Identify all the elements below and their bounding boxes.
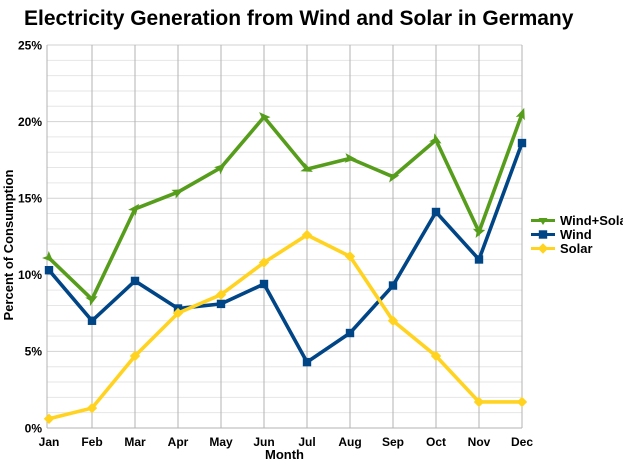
data-point-wind-solar bbox=[214, 163, 226, 175]
y-tick-label: 25% bbox=[18, 38, 42, 52]
data-point-wind bbox=[87, 316, 97, 325]
legend-label: Wind+Solar bbox=[560, 212, 623, 228]
legend-square-marker-icon bbox=[531, 229, 555, 239]
data-point-wind bbox=[345, 328, 355, 338]
legend-arrow-marker-icon bbox=[531, 217, 555, 225]
x-tick-label: Nov bbox=[468, 435, 491, 449]
chart-legend: Wind+SolarWindSolar bbox=[531, 212, 623, 256]
x-tick-label: Dec bbox=[511, 435, 533, 449]
data-point-wind bbox=[302, 357, 312, 367]
series-wind-solar bbox=[42, 107, 525, 306]
data-point-wind bbox=[259, 279, 269, 289]
data-point-wind-solar bbox=[42, 251, 54, 263]
x-tick-label: Aug bbox=[338, 435, 361, 449]
x-tick-label: Oct bbox=[426, 435, 446, 449]
data-point-solar bbox=[172, 307, 184, 319]
data-point-solar bbox=[430, 350, 442, 362]
data-point-solar bbox=[473, 396, 485, 408]
series-wind bbox=[44, 138, 527, 367]
y-tick-label: 5% bbox=[25, 345, 43, 359]
legend-diamond-marker-icon bbox=[531, 242, 555, 254]
legend-item-wind-solar: Wind+Solar bbox=[531, 212, 623, 228]
data-point-solar bbox=[129, 350, 141, 362]
data-point-wind-solar bbox=[171, 189, 184, 199]
data-point-solar bbox=[344, 251, 356, 262]
data-point-wind-solar bbox=[258, 112, 271, 122]
x-tick-label: Apr bbox=[168, 435, 189, 449]
x-tick-label: Feb bbox=[81, 435, 102, 449]
series-line-wind bbox=[47, 142, 524, 365]
legend-marker bbox=[538, 229, 548, 239]
series-solar bbox=[43, 229, 528, 425]
y-axis-title: Percent of Consumption bbox=[1, 169, 16, 320]
data-point-wind-solar bbox=[85, 296, 98, 306]
data-point-solar bbox=[258, 257, 270, 268]
x-tick-label: Sep bbox=[382, 435, 404, 449]
x-axis-title: Month bbox=[265, 447, 304, 462]
series-line-wind-solar bbox=[47, 113, 524, 303]
data-point-wind bbox=[44, 266, 54, 275]
legend-item-wind: Wind bbox=[531, 226, 623, 242]
data-point-wind bbox=[388, 281, 398, 290]
y-tick-label: 0% bbox=[25, 421, 43, 435]
y-tick-label: 20% bbox=[18, 115, 42, 129]
data-point-solar bbox=[516, 396, 528, 408]
data-point-wind-solar bbox=[387, 173, 400, 183]
data-point-wind-solar bbox=[515, 107, 525, 121]
data-point-wind-solar bbox=[472, 228, 486, 238]
data-point-wind bbox=[216, 299, 226, 309]
y-tick-label: 15% bbox=[18, 192, 42, 206]
x-tick-label: Mar bbox=[124, 435, 146, 449]
data-point-solar bbox=[43, 413, 55, 425]
data-point-wind-solar bbox=[429, 133, 442, 144]
y-tick-label: 10% bbox=[18, 268, 42, 282]
data-point-solar bbox=[215, 289, 227, 300]
x-tick-label: May bbox=[209, 435, 233, 449]
data-point-wind bbox=[431, 207, 441, 217]
data-point-wind-solar bbox=[128, 203, 140, 216]
data-point-wind bbox=[130, 276, 140, 286]
series-line-solar bbox=[48, 232, 522, 421]
x-tick-label: Jan bbox=[39, 435, 60, 449]
data-point-wind bbox=[517, 138, 527, 148]
data-point-solar bbox=[301, 229, 313, 241]
x-tick-label: Jun bbox=[253, 435, 274, 449]
legend-label: Solar bbox=[560, 240, 593, 256]
legend-label: Wind bbox=[560, 226, 592, 242]
data-point-wind-solar bbox=[300, 162, 313, 172]
data-point-solar bbox=[387, 315, 399, 326]
data-point-wind-solar bbox=[344, 153, 357, 163]
legend-item-solar: Solar bbox=[531, 240, 623, 256]
x-tick-label: Jul bbox=[298, 435, 315, 449]
data-point-solar bbox=[86, 402, 98, 414]
chart-title: Electricity Generation from Wind and Sol… bbox=[24, 7, 574, 30]
legend-marker bbox=[537, 242, 549, 254]
data-point-wind bbox=[474, 255, 484, 264]
